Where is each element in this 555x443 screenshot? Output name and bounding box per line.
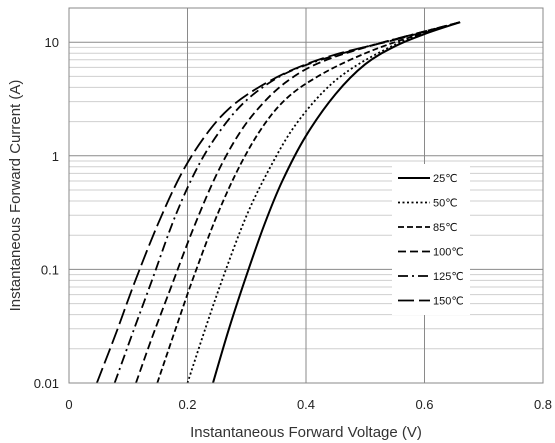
y-tick-label: 0.1: [41, 262, 59, 277]
series-line-1: [212, 21, 461, 384]
y-tick-label: 0.01: [34, 376, 59, 391]
x-tick-label: 0.4: [297, 397, 315, 412]
legend-label: 125℃: [433, 271, 464, 283]
series-line-3: [156, 21, 461, 384]
legend-label: 85℃: [433, 222, 458, 234]
plot-area-frame: [68, 7, 544, 384]
x-axis-title: Instantaneous Forward Voltage (V): [190, 424, 422, 441]
tick-labels: 0 0.2 0.4 0.6 0.8 0.01 0.1 1 10: [34, 35, 552, 412]
legend-label: 50℃: [433, 198, 458, 210]
x-tick-label: 0: [65, 397, 72, 412]
x-tick-label: 0.6: [415, 397, 433, 412]
y-axis-title: Instantaneous Forward Current (A): [7, 80, 24, 312]
legend-label: 150℃: [433, 296, 464, 308]
x-tick-label: 0.8: [534, 397, 552, 412]
x-tick-label: 0.2: [178, 397, 196, 412]
series-line-4: [135, 21, 461, 384]
series-line-2: [186, 21, 461, 384]
legend-label: 100℃: [433, 247, 464, 259]
y-tick-label: 1: [52, 149, 59, 164]
y-tick-label: 10: [45, 35, 59, 50]
legend-box: [392, 164, 470, 315]
legend: 25℃ 50℃ 85℃ 100℃ 125℃ 150℃: [392, 164, 470, 315]
legend-label: 25℃: [433, 173, 458, 185]
series-line-5: [113, 21, 461, 384]
series-curves: [96, 21, 461, 384]
